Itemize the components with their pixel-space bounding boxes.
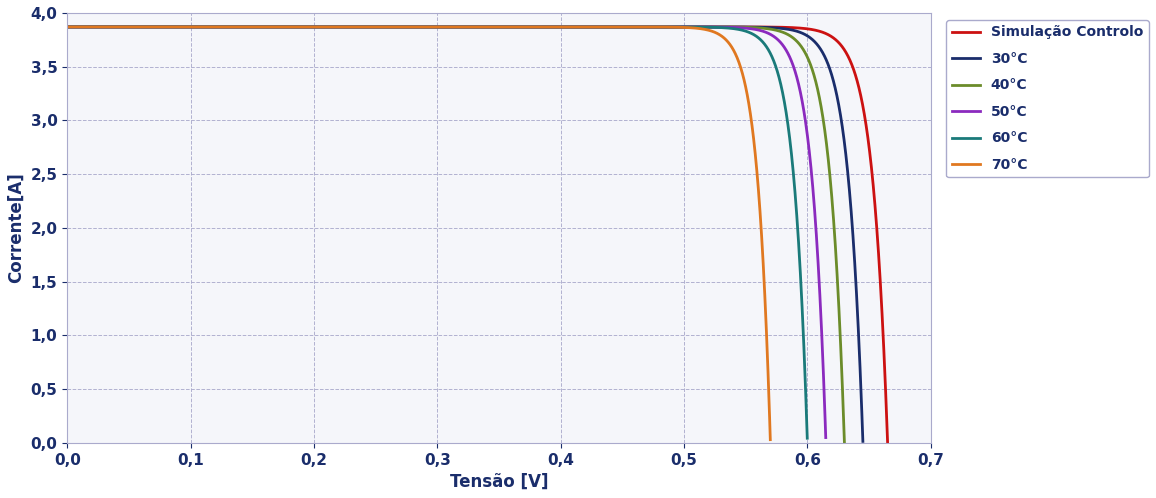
Line: 60°C: 60°C — [67, 27, 807, 438]
70°C — [661, 24, 675, 30]
30°C — [664, 24, 677, 30]
Simulação Controlo — [621, 24, 635, 30]
40°C — [837, 439, 851, 445]
50°C — [816, 376, 830, 382]
Simulação Controlo — [794, 25, 808, 31]
70°C — [60, 24, 74, 30]
Simulação Controlo — [60, 24, 74, 30]
Simulação Controlo — [166, 24, 180, 30]
60°C — [505, 24, 519, 30]
50°C — [81, 24, 95, 30]
60°C — [124, 24, 138, 30]
Simulação Controlo — [514, 24, 528, 30]
50°C — [60, 24, 74, 30]
Line: 50°C: 50°C — [67, 27, 825, 438]
30°C — [533, 24, 547, 30]
50°C — [90, 24, 104, 30]
X-axis label: Tensão [V]: Tensão [V] — [450, 473, 548, 491]
70°C — [763, 437, 777, 443]
70°C — [460, 24, 474, 30]
70°C — [155, 24, 169, 30]
Legend: Simulação Controlo, 30°C, 40°C, 50°C, 60°C, 70°C: Simulação Controlo, 30°C, 40°C, 50°C, 60… — [947, 20, 1149, 177]
60°C — [442, 24, 455, 30]
50°C — [487, 24, 501, 30]
40°C — [631, 24, 645, 30]
60°C — [588, 24, 602, 30]
40°C — [830, 269, 844, 275]
50°C — [778, 45, 792, 51]
Simulação Controlo — [881, 439, 895, 445]
Y-axis label: Corrente[A]: Corrente[A] — [7, 172, 25, 283]
30°C — [229, 24, 243, 30]
30°C — [292, 24, 306, 30]
Simulação Controlo — [740, 24, 754, 30]
70°C — [302, 24, 316, 30]
40°C — [60, 24, 74, 30]
30°C — [60, 24, 74, 30]
50°C — [665, 24, 679, 30]
40°C — [560, 24, 573, 30]
30°C — [517, 24, 531, 30]
60°C — [714, 24, 728, 30]
60°C — [60, 24, 74, 30]
60°C — [623, 24, 637, 30]
40°C — [464, 24, 477, 30]
30°C — [326, 24, 340, 30]
Line: Simulação Controlo: Simulação Controlo — [67, 27, 888, 442]
70°C — [561, 24, 575, 30]
Line: 40°C: 40°C — [67, 27, 844, 442]
60°C — [800, 435, 814, 441]
Line: 70°C: 70°C — [67, 27, 770, 440]
30°C — [855, 438, 869, 444]
Simulação Controlo — [660, 24, 674, 30]
70°C — [755, 230, 769, 236]
40°C — [684, 24, 698, 30]
Line: 30°C: 30°C — [67, 27, 862, 441]
40°C — [557, 24, 571, 30]
50°C — [818, 435, 832, 441]
